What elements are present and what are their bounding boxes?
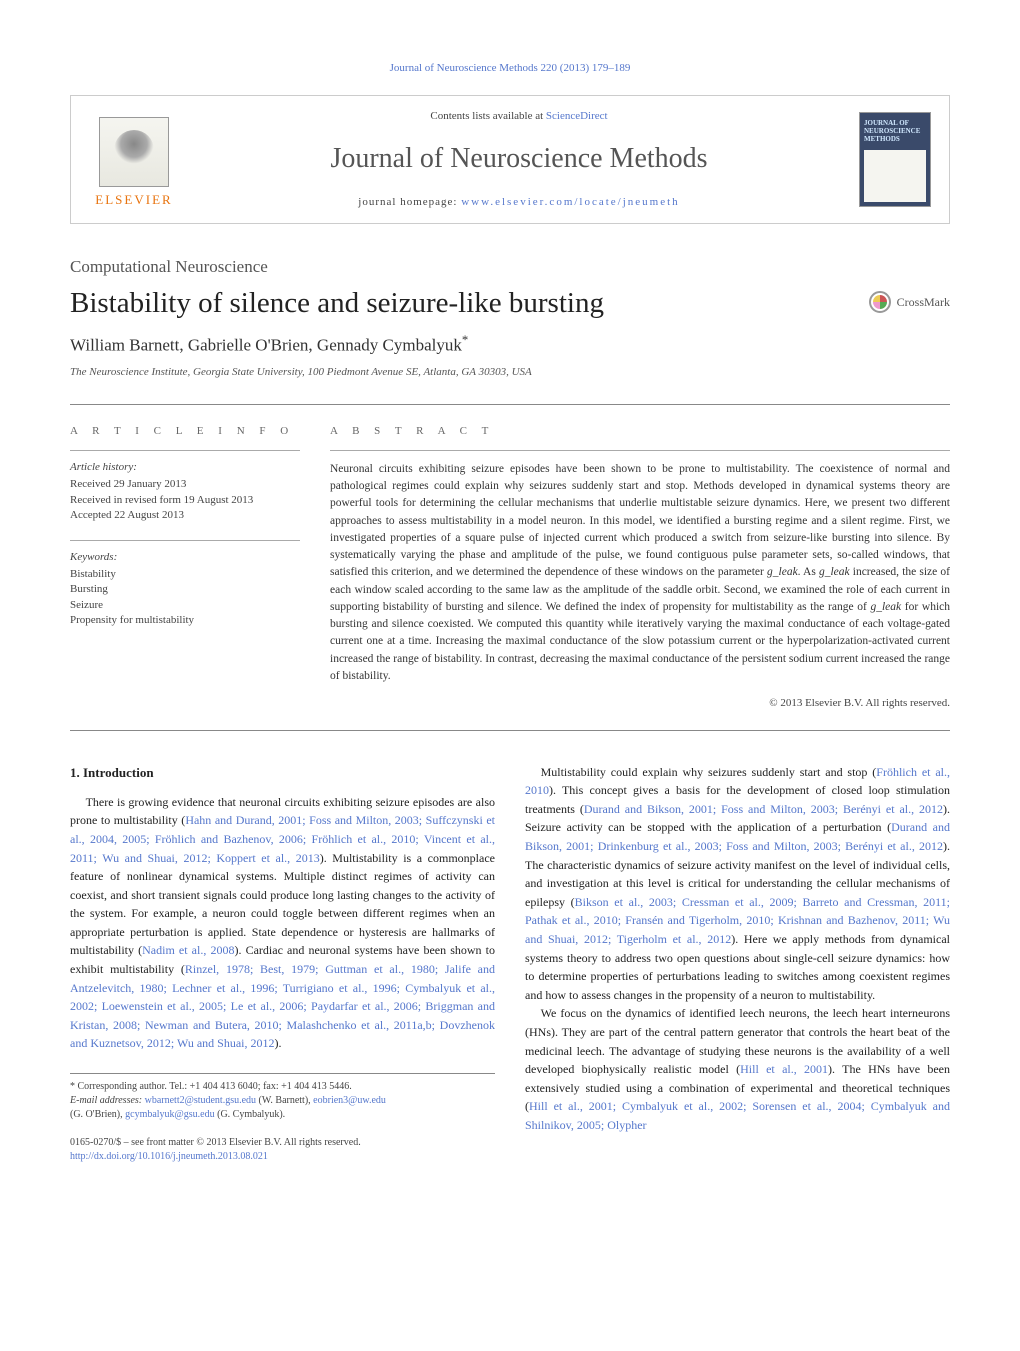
doi-link[interactable]: http://dx.doi.org/10.1016/j.jneumeth.201… (70, 1151, 268, 1162)
col2-ref-6[interactable]: Hill et al., 2001; Cymbalyuk et al., 200… (525, 1099, 950, 1132)
keyword-2: Bursting (70, 582, 300, 597)
email-link-1[interactable]: wbarnett2@student.gsu.edu (145, 1095, 256, 1106)
cover-thumb-body (864, 150, 926, 202)
param-gleak-1: g_leak (767, 566, 798, 578)
email-name-3: (G. Cymbalyuk). (215, 1109, 286, 1120)
intro-text-1b: ). Multistability is a commonplace featu… (70, 851, 495, 958)
received-line: Received 29 January 2013 (70, 477, 300, 492)
email-name-1: (W. Barnett), (256, 1095, 313, 1106)
email-link-2[interactable]: eobrien3@uw.edu (313, 1095, 386, 1106)
param-gleak-3: g_leak (870, 601, 901, 613)
divider-top (70, 404, 950, 405)
elsevier-logo: ELSEVIER (89, 109, 179, 209)
col2-text-1a: Multistability could explain why seizure… (541, 765, 877, 779)
contents-available-line: Contents lists available at ScienceDirec… (179, 108, 859, 125)
col2-ref-5[interactable]: Hill et al., 2001 (740, 1062, 828, 1076)
journal-title: Journal of Neuroscience Methods (179, 138, 859, 180)
intro-ref-2[interactable]: Nadim et al., 2008 (142, 943, 234, 957)
elsevier-tree-icon (99, 117, 169, 187)
cover-thumbnail: JOURNAL OF NEUROSCIENCE METHODS (859, 112, 931, 207)
divider-bottom (70, 730, 950, 731)
col2-p2: We focus on the dynamics of identified l… (525, 1004, 950, 1134)
email-link-3[interactable]: gcymbalyuk@gsu.edu (125, 1109, 214, 1120)
keywords-label: Keywords: (70, 549, 300, 566)
abstract-text-2: . As (798, 566, 819, 578)
authors-text: William Barnett, Gabrielle O'Brien, Genn… (70, 335, 462, 354)
col2-p1: Multistability could explain why seizure… (525, 763, 950, 1005)
body-col-left: 1. Introduction There is growing evidenc… (70, 763, 495, 1164)
intro-heading: 1. Introduction (70, 763, 495, 783)
corresponding-marker: * (462, 333, 468, 347)
sciencedirect-link[interactable]: ScienceDirect (546, 110, 608, 122)
header-box: ELSEVIER Contents lists available at Sci… (70, 95, 950, 224)
contents-prefix: Contents lists available at (430, 110, 545, 122)
journal-citation: Journal of Neuroscience Methods 220 (201… (70, 60, 950, 77)
abstract-copyright: © 2013 Elsevier B.V. All rights reserved… (330, 695, 950, 712)
body-col-right: Multistability could explain why seizure… (525, 763, 950, 1164)
article-category: Computational Neuroscience (70, 254, 950, 280)
homepage-line: journal homepage: www.elsevier.com/locat… (179, 194, 859, 211)
cover-thumb-title: JOURNAL OF NEUROSCIENCE METHODS (860, 113, 930, 146)
intro-p1: There is growing evidence that neuronal … (70, 793, 495, 1053)
crossmark-label: CrossMark (897, 293, 950, 311)
abstract-text-1: Neuronal circuits exhibiting seizure epi… (330, 463, 950, 579)
param-gleak-2: g_leak (819, 566, 850, 578)
corresponding-author-note: * Corresponding author. Tel.: +1 404 413… (70, 1080, 495, 1094)
accepted-line: Accepted 22 August 2013 (70, 508, 300, 523)
issn-line: 0165-0270/$ – see front matter © 2013 El… (70, 1136, 495, 1150)
affiliation: The Neuroscience Institute, Georgia Stat… (70, 364, 950, 381)
keyword-4: Propensity for multistability (70, 613, 300, 628)
elsevier-wordmark: ELSEVIER (95, 190, 172, 210)
abstract-body: Neuronal circuits exhibiting seizure epi… (330, 461, 950, 685)
article-title: Bistability of silence and seizure-like … (70, 285, 839, 323)
col2-ref-2[interactable]: Durand and Bikson, 2001; Foss and Milton… (584, 802, 943, 816)
keywords-block: Keywords: Bistability Bursting Seizure P… (70, 549, 300, 629)
doi-block: 0165-0270/$ – see front matter © 2013 El… (70, 1136, 495, 1164)
abstract-heading: a b s t r a c t (330, 423, 950, 440)
keyword-1: Bistability (70, 567, 300, 582)
email-addresses: E-mail addresses: wbarnett2@student.gsu.… (70, 1094, 495, 1122)
emails-label: E-mail addresses: (70, 1095, 142, 1106)
revised-line: Received in revised form 19 August 2013 (70, 493, 300, 508)
author-list: William Barnett, Gabrielle O'Brien, Genn… (70, 331, 950, 358)
history-label: Article history: (70, 459, 300, 476)
keyword-3: Seizure (70, 598, 300, 613)
homepage-link[interactable]: www.elsevier.com/locate/jneumeth (461, 196, 679, 208)
footnotes: * Corresponding author. Tel.: +1 404 413… (70, 1073, 495, 1122)
article-history-block: Article history: Received 29 January 201… (70, 459, 300, 524)
crossmark-icon (869, 291, 891, 313)
intro-text-1d: ). (275, 1036, 282, 1050)
email-name-2: (G. O'Brien), (70, 1109, 125, 1120)
homepage-prefix: journal homepage: (358, 196, 461, 208)
article-info-heading: a r t i c l e i n f o (70, 423, 300, 440)
crossmark-widget[interactable]: CrossMark (869, 291, 950, 313)
